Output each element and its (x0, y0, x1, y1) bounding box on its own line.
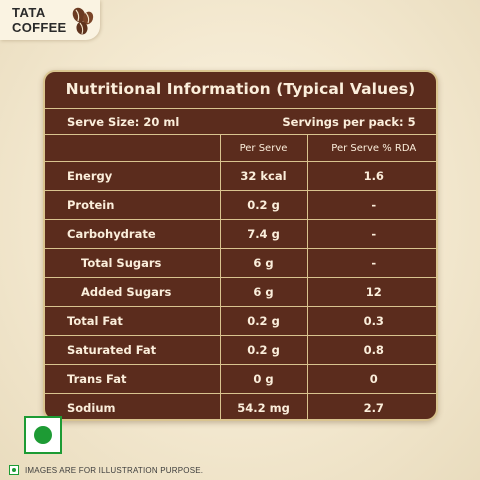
table-row: Sodium 54.2 mg 2.7 (45, 393, 436, 419)
nutrient-per-serve: 0.2 g (219, 190, 307, 220)
disclaimer-text: IMAGES ARE FOR ILLUSTRATION PURPOSE. (25, 465, 204, 475)
table-row: Trans Fat 0 g 0 (45, 364, 436, 394)
panel-title: Nutritional Information (Typical Values) (65, 80, 416, 98)
nutrient-rda: - (306, 219, 436, 249)
nutrition-table: Serve Size: 20 ml Servings per pack: 5 P… (45, 108, 436, 419)
brand-logo: TATA COFFEE (0, 0, 100, 40)
vegetarian-dot (34, 426, 52, 444)
footer-note: IMAGES ARE FOR ILLUSTRATION PURPOSE. (9, 463, 203, 477)
brand-name-line1: TATA (12, 5, 46, 20)
nutrient-rda: - (306, 248, 436, 278)
header-blank (45, 134, 220, 162)
nutrient-per-serve: 0.2 g (219, 306, 307, 336)
brand-name-line2: COFFEE (12, 20, 67, 35)
servings-per-pack: Servings per pack: 5 (220, 108, 436, 135)
nutrient-rda: 2.7 (306, 393, 436, 419)
column-header-per-serve: Per Serve (219, 134, 307, 162)
nutrient-name: Sodium (45, 393, 220, 419)
nutrient-name: Saturated Fat (45, 335, 220, 365)
nutrient-per-serve: 7.4 g (219, 219, 307, 249)
nutrient-rda: 12 (306, 277, 436, 307)
serve-size: Serve Size: 20 ml (45, 108, 220, 135)
table-row: Protein 0.2 g - (45, 190, 436, 220)
nutrient-per-serve: 54.2 mg (219, 393, 307, 419)
nutrient-per-serve: 6 g (219, 277, 307, 307)
small-vegetarian-icon (9, 465, 19, 475)
nutrient-per-serve: 0.2 g (219, 335, 307, 365)
nutrition-panel: Nutritional Information (Typical Values)… (43, 70, 438, 421)
table-row: Total Sugars 6 g - (45, 248, 436, 278)
nutrient-per-serve: 6 g (219, 248, 307, 278)
table-row: Carbohydrate 7.4 g - (45, 219, 436, 249)
table-row: Total Fat 0.2 g 0.3 (45, 306, 436, 336)
table-row: Energy 32 kcal 1.6 (45, 161, 436, 191)
nutrient-name: Total Sugars (45, 248, 220, 278)
nutrient-rda: 0.3 (306, 306, 436, 336)
coffee-beans-icon (72, 7, 94, 35)
nutrient-name: Added Sugars (45, 277, 220, 307)
column-header-rda: Per Serve % RDA (306, 134, 436, 162)
nutrient-name: Energy (45, 161, 220, 191)
nutrient-rda: - (306, 190, 436, 220)
nutrient-per-serve: 0 g (219, 364, 307, 394)
table-row: Added Sugars 6 g 12 (45, 277, 436, 307)
vegetarian-mark-icon (24, 416, 62, 454)
nutrient-name: Protein (45, 190, 220, 220)
nutrient-name: Carbohydrate (45, 219, 220, 249)
nutrient-per-serve: 32 kcal (219, 161, 307, 191)
column-header-row: Per Serve Per Serve % RDA (45, 134, 436, 162)
nutrient-name: Trans Fat (45, 364, 220, 394)
nutrient-rda: 1.6 (306, 161, 436, 191)
table-row: Saturated Fat 0.2 g 0.8 (45, 335, 436, 365)
nutrient-rda: 0 (306, 364, 436, 394)
nutrient-name: Total Fat (45, 306, 220, 336)
nutrient-rda: 0.8 (306, 335, 436, 365)
serving-info-row: Serve Size: 20 ml Servings per pack: 5 (45, 108, 436, 135)
